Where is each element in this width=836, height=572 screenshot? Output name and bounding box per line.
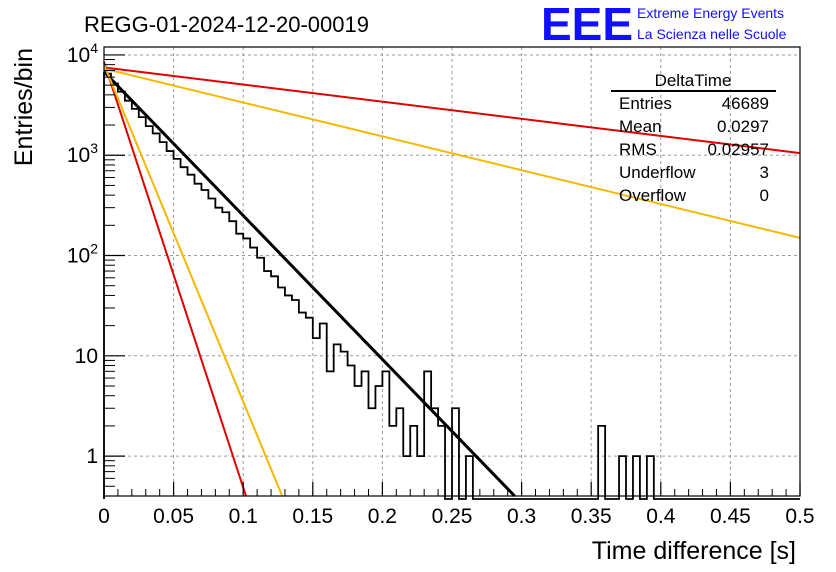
eee-logo-line2: La Scienza nelle Scuole — [637, 26, 787, 42]
y-tick-label: 104 — [67, 40, 98, 67]
stats-box: DeltaTime Entries 46689 Mean 0.0297 RMS 0.029… — [611, 71, 776, 205]
y-tick-label: 102 — [67, 241, 98, 268]
fit-curve-2 — [103, 66, 801, 155]
eee-logo-mark: EEE — [541, 0, 633, 50]
stats-header: DeltaTime — [655, 71, 732, 90]
y-tick-label: 103 — [67, 140, 98, 167]
stats-label: RMS — [619, 140, 657, 159]
eee-logo: EEE Extreme Energy Events La Scienza nel… — [541, 0, 787, 50]
x-tick-label: 0.45 — [710, 505, 751, 528]
x-tick-label: 0 — [98, 505, 110, 528]
grid — [104, 47, 800, 496]
x-tick-label: 0.1 — [229, 505, 258, 528]
stats-rows: Entries 46689 Mean 0.0297 RMS 0.02957 Underflo… — [619, 94, 769, 205]
stats-value: 46689 — [722, 94, 769, 113]
fit-curve-3 — [103, 67, 801, 239]
stats-label: Entries — [619, 94, 672, 113]
eee-logo-line1: Extreme Energy Events — [637, 5, 784, 21]
stats-label: Mean — [619, 117, 662, 136]
y-tick-label: 1 — [86, 445, 98, 468]
fit-curve-1 — [102, 70, 516, 498]
fit-curve-4 — [103, 61, 247, 497]
stats-value: 3 — [760, 163, 769, 182]
x-tick-label: 0.3 — [507, 505, 536, 528]
x-tick-label: 0.5 — [785, 505, 814, 528]
x-tick-label: 0.25 — [432, 505, 473, 528]
x-axis-label: Time difference [s] — [592, 537, 796, 565]
x-tick-label: 0.4 — [646, 505, 676, 528]
x-tick-label: 0.15 — [292, 505, 333, 528]
fit-curve-5 — [103, 64, 284, 497]
x-tick-label: 0.2 — [368, 505, 397, 528]
x-tick-label: 0.35 — [571, 505, 612, 528]
stats-value: 0.02957 — [708, 140, 769, 159]
chart-title: REGG-01-2024-12-20-00019 — [84, 12, 369, 37]
histogram-steps — [103, 72, 800, 500]
stats-label: Overflow — [619, 186, 687, 205]
stats-value: 0 — [760, 186, 769, 205]
stats-value: 0.0297 — [717, 117, 769, 136]
y-tick-label: 10 — [75, 345, 98, 368]
x-tick-label: 0.05 — [153, 505, 194, 528]
histogram — [103, 72, 800, 500]
stats-label: Underflow — [619, 163, 696, 182]
fit-curves — [102, 61, 801, 498]
y-axis-label: Entries/bin — [10, 48, 38, 166]
axis-ticks: 0 0.05 0.1 0.15 0.2 0.25 0.3 0.35 0.4 0.45 0.5 1 10 1… — [67, 40, 815, 528]
